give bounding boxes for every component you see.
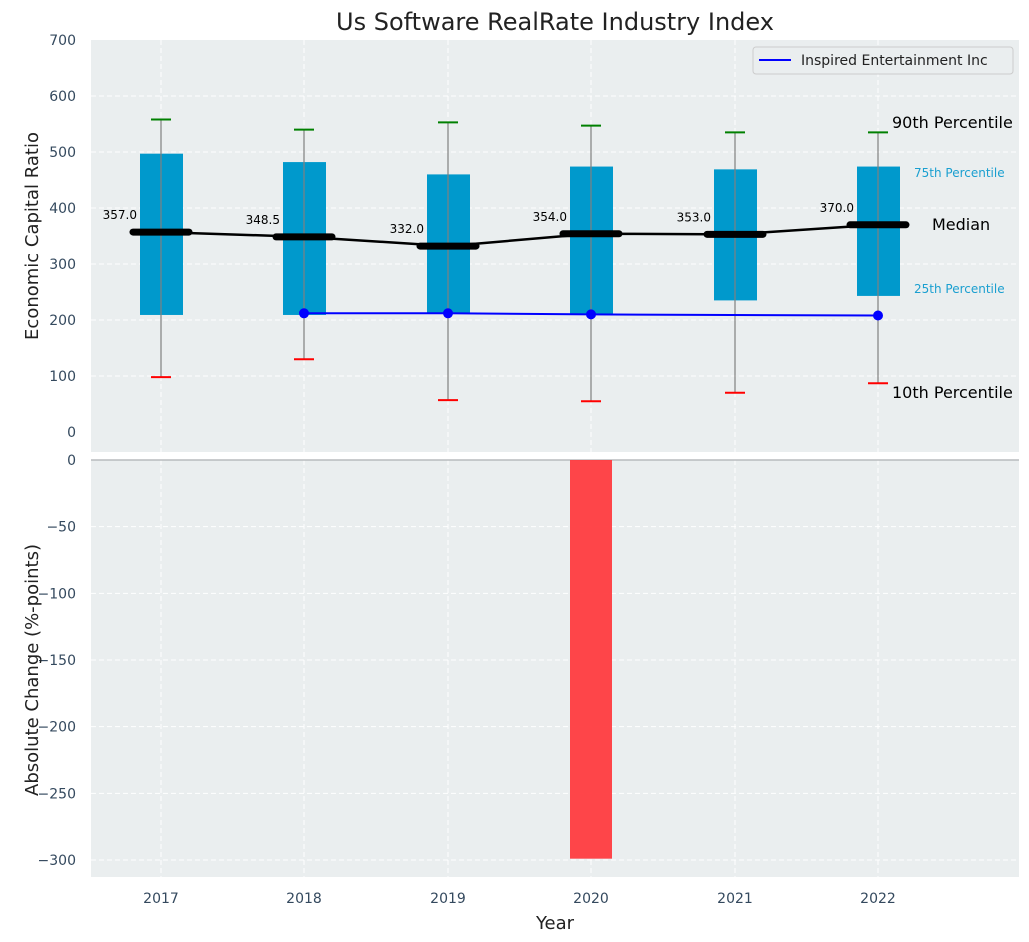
x-tick-label: 2020 — [573, 891, 609, 907]
annotation-10th-percentile: 10th Percentile — [892, 383, 1013, 402]
company-point — [299, 308, 309, 319]
x-tick-label: 2022 — [860, 891, 896, 907]
top-y-tick-label: 400 — [49, 201, 76, 217]
median-value-label: 332.0 — [390, 222, 424, 236]
bottom-y-axis-label: Absolute Change (%-points) — [22, 544, 43, 796]
tick-labels: 0 100 200 300 400 500 600 700 0 −50 −100 −150 −200 −2… — [38, 33, 896, 907]
median-value-label: 370.0 — [820, 201, 854, 215]
median-value-label: 357.0 — [103, 208, 137, 222]
x-tick-label: 2019 — [430, 891, 466, 907]
top-y-tick-label: 100 — [49, 369, 76, 385]
x-tick-label: 2018 — [286, 891, 322, 907]
annotation-90th-percentile: 90th Percentile — [892, 113, 1013, 132]
annotation-median: Median — [932, 215, 990, 234]
annotation-25th-percentile: 25th Percentile — [914, 282, 1005, 296]
bottom-y-tick-label: −250 — [38, 786, 76, 802]
bottom-plot-area — [91, 460, 1019, 877]
x-tick-label: 2021 — [717, 891, 753, 907]
top-y-tick-label: 700 — [49, 33, 76, 49]
bottom-y-tick-label: −300 — [38, 853, 76, 869]
top-panel-marks: 357.0 348.5 332.0 354.0 353.0 370.0 — [103, 118, 910, 403]
x-tick-label: 2017 — [143, 891, 179, 907]
top-y-tick-label: 0 — [67, 425, 76, 441]
top-y-tick-label: 500 — [49, 145, 76, 161]
bottom-y-tick-label: 0 — [67, 453, 76, 469]
median-value-label: 353.0 — [677, 210, 711, 224]
legend: Inspired Entertainment Inc — [752, 46, 1014, 75]
company-point — [586, 309, 596, 320]
company-point — [873, 310, 883, 321]
bottom-y-tick-label: −50 — [46, 520, 76, 536]
chart-title: Us Software RealRate Industry Index — [336, 8, 774, 36]
bottom-panel-marks — [91, 459, 1019, 859]
median-value-label: 348.5 — [246, 213, 280, 227]
bottom-y-tick-label: −200 — [38, 720, 76, 736]
legend-entry-company: Inspired Entertainment Inc — [801, 53, 988, 69]
annotation-75th-percentile: 75th Percentile — [914, 166, 1005, 180]
company-point — [443, 308, 453, 319]
top-y-tick-label: 300 — [49, 257, 76, 273]
company-line — [304, 312, 879, 317]
bottom-y-tick-label: −100 — [38, 586, 76, 602]
x-axis-label: Year — [535, 913, 575, 934]
legend-box — [752, 46, 1014, 75]
gridlines — [91, 40, 1019, 877]
top-y-tick-label: 600 — [49, 89, 76, 105]
top-y-axis-label: Economic Capital Ratio — [22, 132, 43, 340]
median-value-label: 354.0 — [533, 210, 567, 224]
bottom-y-tick-label: −150 — [38, 653, 76, 669]
top-y-tick-label: 200 — [49, 313, 76, 329]
change-bar — [570, 460, 612, 859]
